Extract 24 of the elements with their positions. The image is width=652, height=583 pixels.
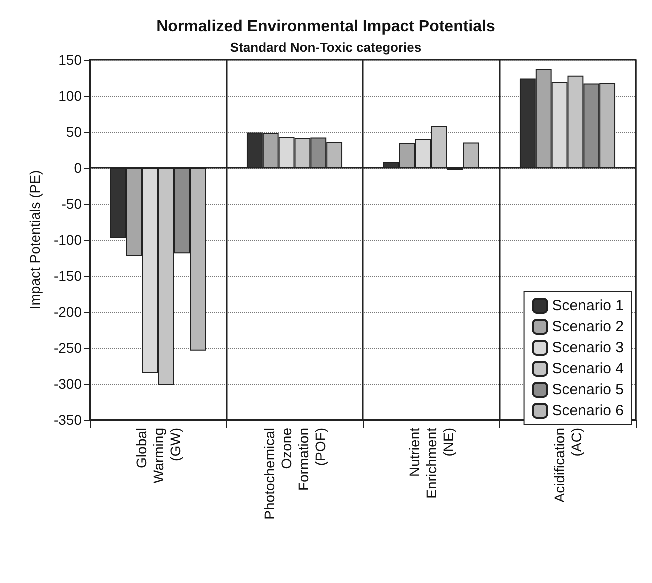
y-axis-title: Impact Potentials (PE) [27,170,43,310]
chart-title: Normalized Environmental Impact Potentials [156,18,496,36]
legend-label: Scenario 5 [552,382,624,398]
y-tick-label: -350 [54,412,82,428]
legend-label: Scenario 4 [552,360,624,378]
legend-label: Scenario 3 [552,340,624,356]
y-tick-label: -300 [54,376,82,392]
y-tick-label: -100 [54,232,82,248]
y-tick-label: 0 [74,160,82,176]
chart-subtitle: Standard Non-Toxic categories [230,40,422,55]
x-tick-label: Photochemical Ozone Formation (POF) [261,428,328,520]
y-tick-label: -250 [54,340,82,356]
legend-label: Scenario 1 [552,298,624,314]
y-tick-label: -50 [62,196,82,212]
y-tick-label: -150 [54,268,82,284]
y-tick-label: 150 [58,52,82,68]
y-tick-label: 100 [58,88,82,104]
y-tick-label: 50 [66,124,82,140]
legend-label: Scenario 2 [552,318,624,336]
y-tick-label: -200 [54,304,82,320]
x-tick-label: Acidification (AC) [551,428,584,503]
x-tick-label: Global Warming (GW) [133,428,184,484]
legend-label: Scenario 6 [552,402,624,420]
x-tick-label: Nutrient Enrichment (NE) [406,428,456,499]
